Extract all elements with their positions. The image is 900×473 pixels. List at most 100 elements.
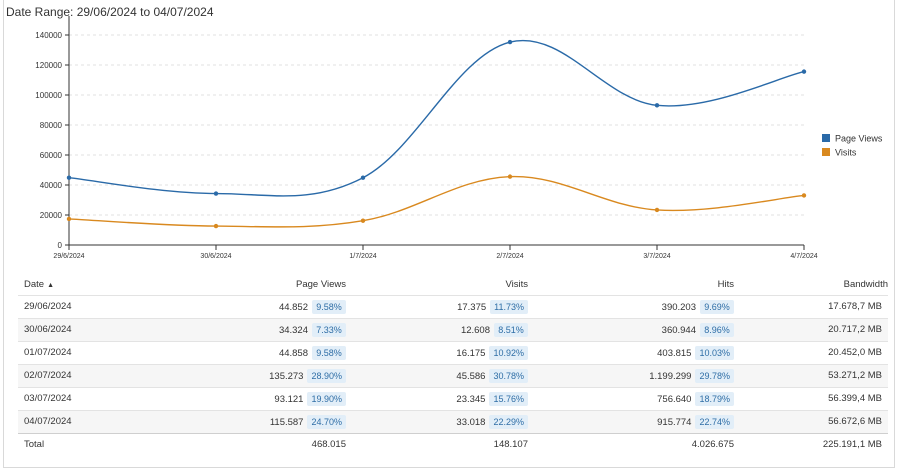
hits-value: 1.199.299 (649, 370, 692, 382)
report-panel (3, 0, 895, 468)
cell-page-views: 115.587 24.70% (136, 409, 346, 433)
visits-point (654, 207, 660, 213)
cell-hits: 390.203 9.69% (528, 294, 734, 318)
y-tick-label: 140000 (35, 31, 62, 40)
y-tick-label: 60000 (40, 151, 63, 160)
cell-visits: 12.608 8.51% (346, 317, 528, 341)
cell-visits: 23.345 15.76% (346, 386, 528, 410)
visits-value: 17.375 (457, 301, 487, 313)
x-tick-label: 2/7/2024 (496, 253, 523, 260)
page-views-point (654, 103, 660, 108)
hits-percent-badge: 18.79% (695, 391, 734, 406)
total-page-views: 468.015 (136, 432, 346, 456)
y-tick-label: 40000 (40, 181, 63, 190)
visits-point (213, 223, 219, 229)
page-views-value: 93.121 (274, 393, 304, 405)
hits-value: 915.774 (657, 416, 692, 428)
visits-series-line (68, 175, 805, 228)
cell-page-views: 44.858 9.58% (136, 340, 346, 364)
total-label: Total (18, 432, 136, 456)
table-row: 29/06/2024 44.852 9.58% 17.375 11.73% 390.203… (18, 294, 888, 318)
page-views-legend-label: Page Views (835, 134, 883, 144)
page-views-percent-badge: 9.58% (312, 299, 346, 314)
visits-legend-label: Visits (835, 148, 857, 158)
total-hits: 4.026.675 (528, 432, 734, 456)
page-views-percent-badge: 9.58% (312, 345, 346, 360)
cell-page-views: 44.852 9.58% (136, 294, 346, 318)
table-header-row: Date ▲ Page Views Visits Hits Bandwidth (18, 275, 888, 295)
cell-date: 04/07/2024 (18, 409, 136, 433)
page-views-value: 135.273 (269, 370, 304, 382)
y-tick-label: 120000 (35, 61, 62, 70)
page-views-percent-badge: 19.90% (307, 391, 346, 406)
cell-hits: 1.199.299 29.78% (528, 363, 734, 387)
cell-hits: 915.774 22.74% (528, 409, 734, 433)
visits-point (360, 218, 366, 223)
x-tick-label: 30/6/2024 (200, 253, 231, 260)
visits-value: 33.018 (456, 416, 486, 428)
page-views-point (801, 69, 807, 74)
page-views-percent-badge: 24.70% (307, 414, 346, 429)
visits-point (507, 174, 513, 179)
hits-percent-badge: 29.78% (695, 368, 734, 383)
x-tick-label: 3/7/2024 (643, 253, 670, 260)
cell-hits: 360.944 8.96% (528, 317, 734, 341)
page-views-value: 34.324 (278, 324, 308, 336)
page-views-percent-badge: 28.90% (307, 368, 346, 383)
y-tick-label: 20000 (40, 211, 63, 220)
cell-visits: 17.375 11.73% (346, 294, 528, 318)
cell-bandwidth: 53.271,2 MB (734, 363, 888, 387)
y-tick-label: 0 (58, 241, 63, 250)
visits-percent-badge: 30.78% (489, 368, 528, 383)
sort-ascending-icon[interactable]: ▲ (47, 282, 55, 290)
table-row: 30/06/2024 34.324 7.33% 12.608 8.51% 360.944 8… (18, 317, 888, 341)
date-range-label: Date Range: 29/06/2024 to 04/07/2024 (6, 5, 214, 19)
y-tick-label: 80000 (40, 121, 63, 130)
cell-date: 29/06/2024 (18, 294, 136, 318)
cell-bandwidth: 20.452,0 MB (734, 340, 888, 364)
visits-percent-badge: 22.29% (489, 414, 528, 429)
cell-visits: 33.018 22.29% (346, 409, 528, 433)
page-views-series-line (68, 39, 805, 197)
hits-value: 403.815 (657, 347, 692, 359)
y-tick-label: 100000 (35, 91, 62, 100)
cell-page-views: 135.273 28.90% (136, 363, 346, 387)
total-bandwidth: 225.191,1 MB (734, 432, 888, 456)
cell-page-views: 93.121 19.90% (136, 386, 346, 410)
page-views-legend-swatch (822, 134, 830, 142)
hits-value: 360.944 (661, 324, 696, 336)
cell-page-views: 34.324 7.33% (136, 317, 346, 341)
column-header-hits[interactable]: Hits (717, 279, 734, 291)
visits-percent-badge: 11.73% (490, 299, 528, 314)
cell-date: 02/07/2024 (18, 363, 136, 387)
cell-date: 30/06/2024 (18, 317, 136, 341)
hits-value: 756.640 (657, 393, 692, 405)
cell-bandwidth: 17.678,7 MB (734, 294, 888, 318)
table-total-row: Total 468.015 148.107 4.026.675 225.191,1 MB (18, 432, 888, 456)
visits-value: 12.608 (460, 324, 490, 336)
hits-percent-badge: 9.69% (700, 299, 734, 314)
visits-percent-badge: 8.51% (494, 322, 528, 337)
column-header-page-views[interactable]: Page Views (296, 279, 346, 291)
table-row: 03/07/2024 93.121 19.90% 23.345 15.76% 756.64… (18, 386, 888, 410)
cell-hits: 756.640 18.79% (528, 386, 734, 410)
traffic-line-chart: 0 20000 40000 60000 80000 100000 120000 140000 2… (35, 16, 883, 260)
visits-percent-badge: 15.76% (489, 391, 528, 406)
page-views-point (507, 39, 513, 45)
cell-date: 01/07/2024 (18, 340, 136, 364)
cell-hits: 403.815 10.03% (528, 340, 734, 364)
column-header-visits[interactable]: Visits (505, 279, 528, 291)
hits-value: 390.203 (661, 301, 696, 313)
page-views-point (213, 191, 219, 196)
visits-legend-swatch (822, 148, 830, 156)
x-tick-label: 4/7/2024 (790, 253, 817, 260)
page-views-percent-badge: 7.33% (312, 322, 346, 337)
cell-visits: 45.586 30.78% (346, 363, 528, 387)
column-header-date[interactable]: Date ▲ (24, 279, 55, 291)
hits-percent-badge: 22.74% (695, 414, 734, 429)
table-row: 01/07/2024 44.858 9.58% 16.175 10.92% 403.815… (18, 340, 888, 364)
cell-bandwidth: 20.717,2 MB (734, 317, 888, 341)
total-visits: 148.107 (346, 432, 528, 456)
column-header-bandwidth[interactable]: Bandwidth (843, 279, 888, 291)
visits-point (801, 193, 807, 198)
